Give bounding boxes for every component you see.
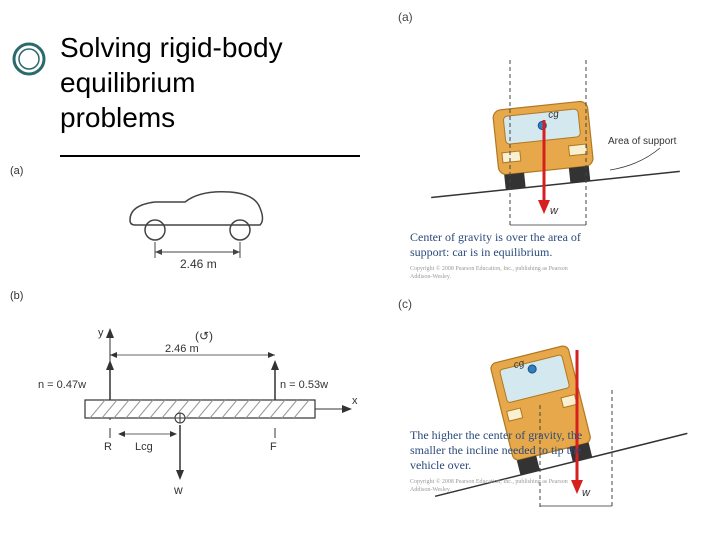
slide: { "title": { "text": "Solving rigid-body…: [0, 0, 720, 540]
caption-c: The higher the center of gravity, the sm…: [410, 428, 590, 494]
svg-text:R: R: [104, 441, 112, 453]
svg-text:cg: cg: [548, 109, 560, 121]
copyright-a: Copyright © 2008 Pearson Education, Inc.…: [410, 266, 590, 281]
right-label-c: (c): [398, 297, 412, 311]
svg-text:n = 0.53w: n = 0.53w: [280, 379, 328, 391]
caption-a: Center of gravity is over the area of su…: [410, 230, 590, 281]
svg-text:w: w: [550, 205, 559, 217]
title-underline: [60, 155, 360, 157]
svg-text:F: F: [270, 441, 277, 453]
svg-text:Lcg: Lcg: [135, 441, 153, 453]
page-title: Solving rigid-body equilibrium problems: [60, 30, 283, 135]
wheelbase-label: 2.46 m: [180, 257, 217, 271]
car-outline-diagram: 2.46 m: [100, 180, 300, 285]
label-b: (b): [10, 290, 23, 302]
copyright-c: Copyright © 2008 Pearson Education, Inc.…: [410, 479, 590, 494]
car-incline-a: cg w Area of support: [410, 30, 710, 235]
svg-text:w: w: [173, 483, 183, 497]
svg-text:Area of support: Area of support: [608, 136, 677, 147]
svg-text:(↺): (↺): [195, 329, 213, 343]
svg-text:y: y: [98, 327, 104, 339]
beam-diagram: y (↺) x n = 0.47w n = 0.53w: [30, 310, 370, 505]
svg-text:n = 0.47w: n = 0.47w: [38, 379, 86, 391]
right-label-a: (a): [398, 10, 413, 24]
bullet-icon: [12, 42, 46, 81]
svg-text:x: x: [352, 395, 358, 407]
label-a: (a): [10, 165, 23, 177]
svg-text:2.46 m: 2.46 m: [165, 343, 199, 355]
